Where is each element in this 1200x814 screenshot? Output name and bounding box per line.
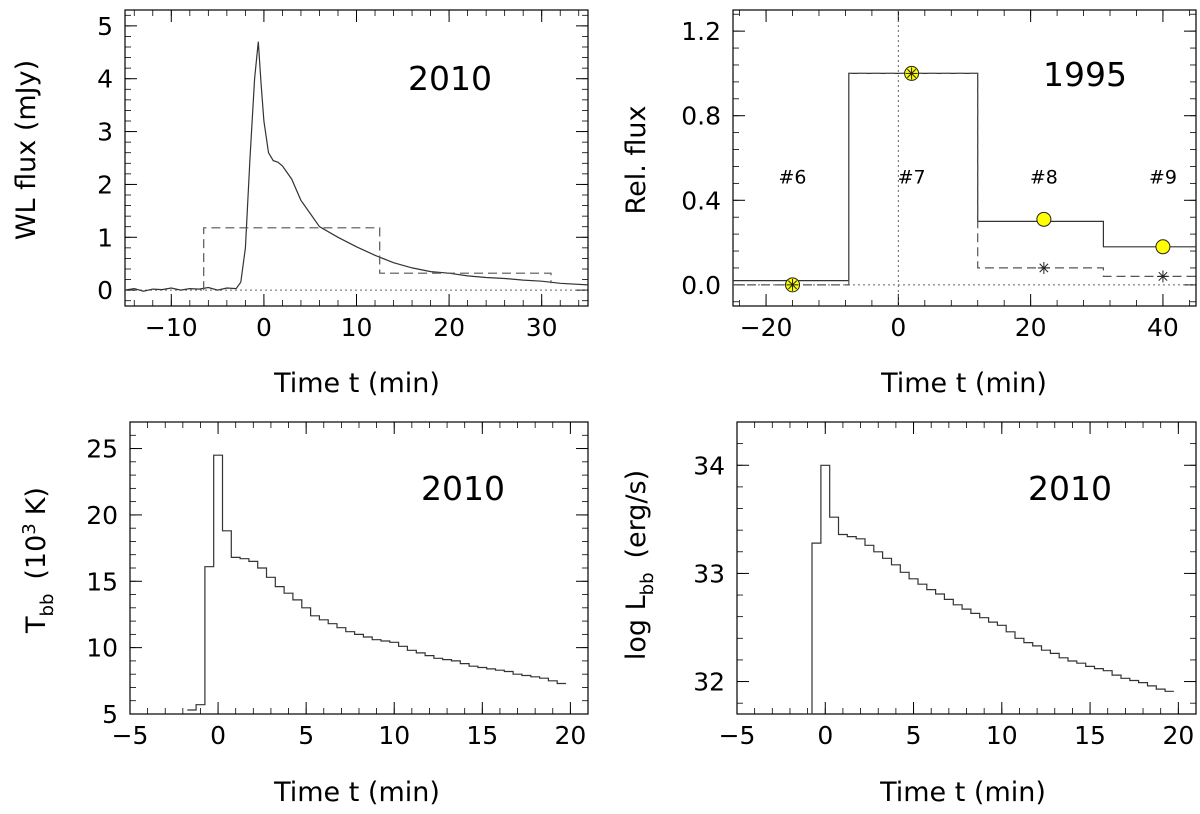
asterisk-stroke (1158, 271, 1168, 281)
x-tick-label: 0 (256, 313, 272, 342)
axes-frame (732, 9, 1197, 307)
data-point-asterisk (1156, 270, 1169, 283)
asterisk-stroke (787, 280, 798, 290)
series-line-dashed (203, 227, 552, 291)
data-point-asterisk (786, 278, 799, 291)
y-tick-label: 34 (693, 451, 725, 480)
data-point-asterisk (1037, 261, 1050, 274)
y-tick-label: 5 (102, 700, 118, 729)
y-tick-label: 33 (693, 559, 725, 588)
series-step (803, 464, 1174, 715)
data-point-circle (1155, 239, 1171, 255)
data-point-asterisk (905, 67, 918, 80)
ylabel-tbb-rest2: K) (21, 487, 52, 515)
x-tick-label: 0 (890, 313, 906, 342)
y-tick-label: 10 (86, 634, 118, 663)
x-tick-label: 10 (378, 721, 410, 750)
x-tick-label: 10 (986, 721, 1018, 750)
y-axis-label-lbb: log Lbb (erg/s) (621, 470, 658, 660)
y-axis-label-wl-flux: WL flux (mJy) (11, 60, 42, 240)
y-tick-label: 0.4 (681, 186, 721, 215)
ylabel-lbb-rest: (erg/s) (621, 470, 652, 559)
year-label-tbb: 2010 (421, 469, 505, 508)
panel-lbb: −5 0 5 10 15 20 32 33 34 2010 Time t (min) log L… (621, 421, 1197, 808)
x-tick-label: 15 (1074, 721, 1106, 750)
x-tick-label: −5 (719, 721, 756, 750)
x-axis-label-rel-flux: Time t (min) (880, 368, 1047, 399)
x-tick-label: 10 (341, 313, 373, 342)
x-tick-label: 15 (466, 721, 498, 750)
y-tick-label: 20 (86, 501, 118, 530)
asterisk-stroke (907, 68, 917, 78)
plot-tbb: −5 0 5 10 15 20 5 10 15 20 25 (86, 421, 589, 750)
ylabel-tbb-main: T (21, 616, 52, 634)
interval-marker-label: #7 (898, 166, 926, 188)
y-tick-label: 3 (97, 118, 113, 147)
y-tick-label: 15 (86, 567, 118, 596)
year-label-rel-flux: 1995 (1043, 55, 1127, 94)
y-tick-label: 2 (97, 170, 113, 199)
panel-wl-flux: −10 0 10 20 30 0 1 2 3 4 5 2010 Time t (min) WL fl… (11, 9, 589, 399)
x-tick-label: 0 (210, 721, 226, 750)
year-label-wl-flux: 2010 (408, 59, 492, 98)
x-tick-label: 5 (906, 721, 922, 750)
x-tick-label: −20 (740, 313, 793, 342)
panel-rel-flux: −20 0 20 40 0.0 0.4 0.8 1.2 #6 #7 #8 #9 1995 Time t… (621, 9, 1197, 399)
y-tick-label: 0 (97, 276, 113, 305)
x-tick-label: 20 (433, 313, 465, 342)
y-tick-label: 25 (86, 435, 118, 464)
asterisk-stroke (1039, 263, 1049, 273)
y-tick-label: 5 (97, 12, 113, 41)
x-tick-label: 30 (526, 313, 558, 342)
axes-frame (129, 421, 589, 715)
series-step (187, 454, 566, 711)
x-tick-label: 40 (1147, 313, 1179, 342)
x-tick-label: 5 (298, 721, 314, 750)
interval-marker-label: #9 (1149, 166, 1177, 188)
interval-marker-label: #8 (1030, 166, 1058, 188)
plot-rel-flux: −20 0 20 40 0.0 0.4 0.8 1.2 #6 #7 #8 #9 (681, 9, 1197, 342)
x-axis-label-lbb: Time t (min) (879, 777, 1046, 808)
ylabel-tbb-sub: bb (37, 594, 58, 617)
x-tick-label: 20 (554, 721, 586, 750)
x-tick-label: −10 (145, 313, 198, 342)
panel-tbb: −5 0 5 10 15 20 5 10 15 20 25 2010 Time t (min) Tb… (19, 421, 589, 808)
x-tick-label: −5 (112, 721, 149, 750)
ylabel-lbb-sub: bb (637, 572, 658, 595)
y-axis-label-tbb: Tbb (103 K) (19, 487, 58, 634)
ylabel-tbb-sup: 3 (19, 523, 40, 534)
y-tick-label: 1.2 (681, 17, 721, 46)
y-tick-label: 0.0 (681, 271, 721, 300)
series-line-solid (124, 41, 589, 292)
x-tick-label: 20 (1162, 721, 1194, 750)
series-line-dashed (733, 72, 1196, 286)
x-tick-label: 20 (1015, 313, 1047, 342)
interval-marker-label: #6 (779, 166, 807, 188)
y-axis-label-rel-flux: Rel. flux (621, 106, 652, 215)
y-tick-label: 1 (97, 223, 113, 252)
y-tick-label: 0.8 (681, 102, 721, 131)
x-axis-label-wl-flux: Time t (min) (273, 368, 440, 399)
x-tick-label: 0 (817, 721, 833, 750)
ylabel-tbb-rest1: (10 (21, 535, 52, 580)
y-tick-label: 32 (693, 668, 725, 697)
data-point-circle (1036, 211, 1052, 227)
y-tick-label: 4 (97, 65, 113, 94)
year-label-lbb: 2010 (1028, 469, 1112, 508)
axes-frame (736, 421, 1197, 715)
ylabel-lbb-main: log L (621, 595, 652, 660)
plot-lbb: −5 0 5 10 15 20 32 33 34 (693, 421, 1197, 750)
x-axis-label-tbb: Time t (min) (273, 777, 440, 808)
plot-wl-flux: −10 0 10 20 30 0 1 2 3 4 5 (97, 9, 589, 342)
axes-frame (124, 9, 589, 307)
